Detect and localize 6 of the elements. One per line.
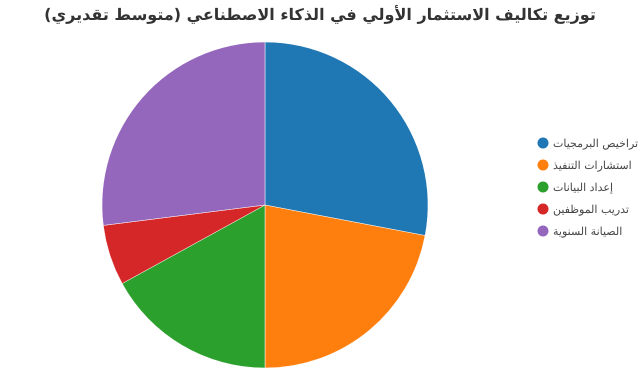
legend-label: تراخيص البرمجيات [553, 137, 638, 150]
legend-label: إعداد البيانات [553, 181, 614, 194]
legend-label: الصيانة السنوية [553, 225, 622, 238]
chart-title: توزيع تكاليف الاستثمار الأولي في الذكاء الاصطناعي (متوسط تقديري) [44, 4, 596, 24]
legend-label: استشارات التنفيذ [553, 159, 632, 172]
legend-label: تدريب الموظفين [553, 203, 629, 216]
